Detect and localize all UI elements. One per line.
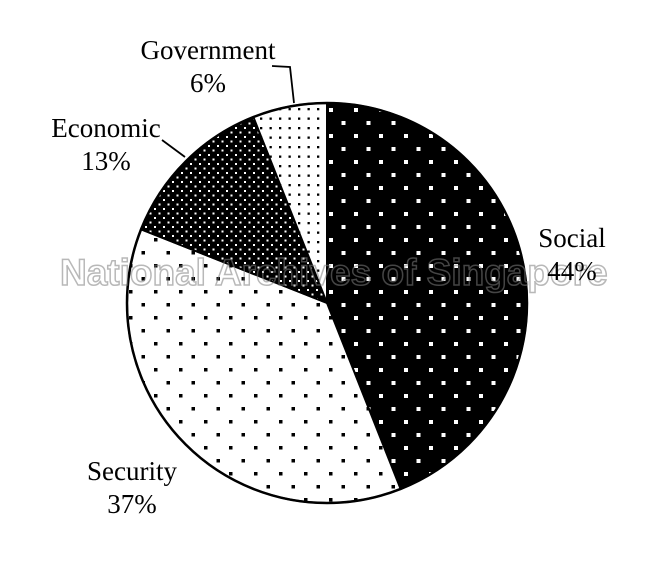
pie-outline — [125, 101, 529, 505]
economic-leader-line — [161, 139, 186, 158]
slice-label-social: Social 44% — [538, 222, 606, 288]
slice-percent-economic: 13% — [81, 146, 131, 176]
slice-label-economic: Economic 13% — [51, 112, 160, 178]
slice-name-security: Security — [87, 456, 177, 486]
slice-percent-government: 6% — [190, 68, 226, 98]
slice-percent-social: 44% — [547, 256, 597, 286]
slice-percent-security: 37% — [107, 489, 157, 519]
government-leader-line — [271, 65, 295, 104]
slice-name-social: Social — [538, 223, 606, 253]
slice-label-security: Security 37% — [87, 455, 177, 521]
slice-name-government: Government — [140, 35, 276, 65]
slice-label-government: Government 6% — [141, 34, 276, 100]
slice-name-economic: Economic — [51, 113, 161, 143]
pie-slices-group — [125, 101, 529, 505]
